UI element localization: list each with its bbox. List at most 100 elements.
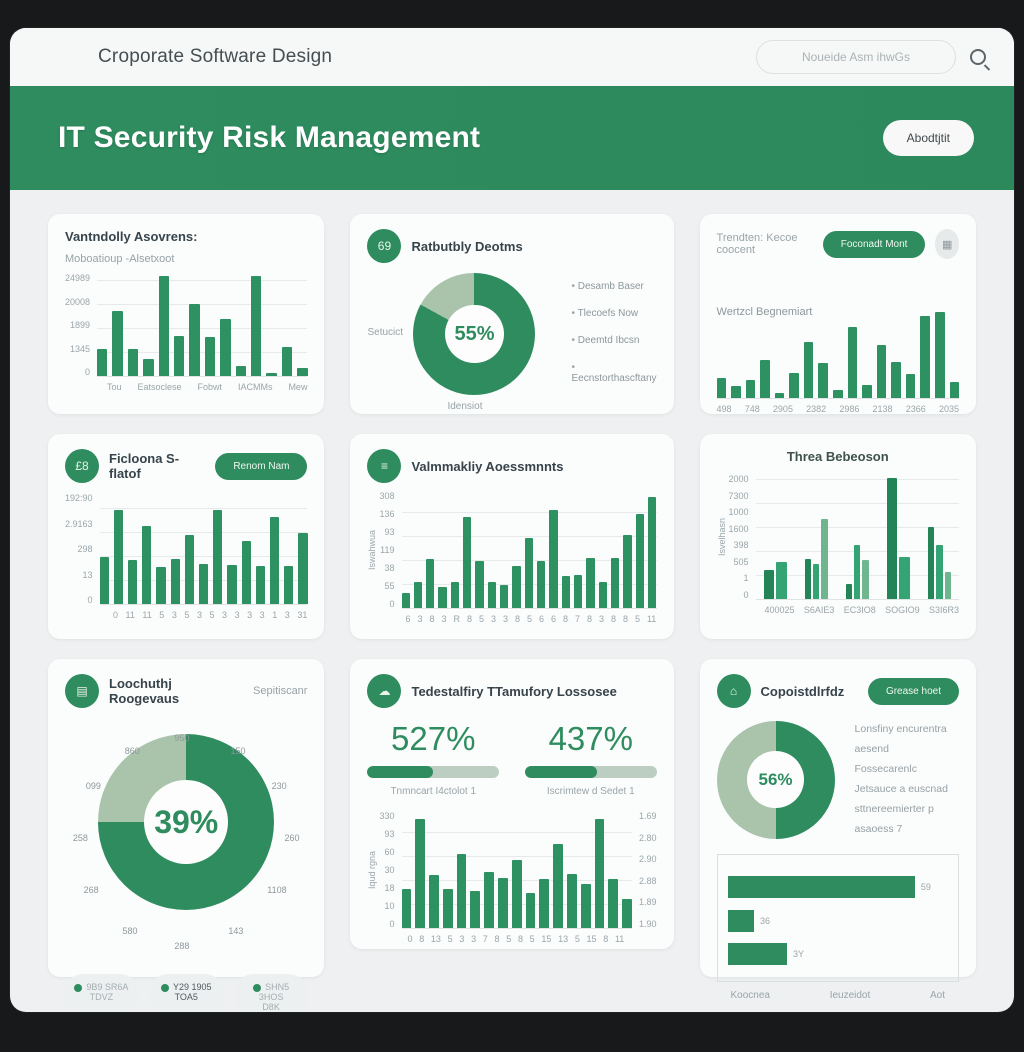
label: 2382: [806, 404, 827, 414]
x-axis-labels: Koocnea Ieuzeidot Aot: [717, 990, 959, 1001]
label: 30: [384, 865, 395, 875]
plot-area: [97, 273, 308, 377]
label: 3: [222, 610, 228, 620]
label: 20008: [65, 296, 91, 307]
label: 3: [502, 614, 508, 624]
header-action-button[interactable]: Abodtjtit: [882, 120, 974, 156]
briefcase-icon: ▤: [65, 674, 99, 708]
summary-notes: Lonsfiny encurentra aesend Fossecarenlc Je…: [855, 720, 959, 840]
label: 0: [87, 595, 93, 605]
label: R: [453, 614, 460, 624]
bar: [213, 509, 223, 604]
bar-group: [927, 474, 951, 599]
bar: [862, 560, 869, 599]
bar: [608, 878, 619, 928]
bar: [622, 898, 633, 928]
y-axis-ticks: 308 136 93 119 38 55 0: [379, 491, 401, 609]
bar: [112, 311, 123, 376]
forecast-button[interactable]: Foconadt Mont: [822, 230, 926, 258]
bar-group: [763, 474, 787, 599]
label: 38: [384, 563, 395, 573]
label: 7300: [728, 490, 749, 501]
hbar-row: 59: [727, 876, 948, 899]
legend-pill[interactable]: SHN5 3HOS D8K: [234, 974, 308, 1012]
ring-label: 260: [284, 832, 300, 843]
stat-blocks: 527% Tnmncart I4ctolot 1 437% Iscrimtew …: [367, 720, 657, 797]
bar-group: [804, 474, 828, 599]
label: Eecnstorthascftany: [571, 362, 656, 384]
label: 31: [297, 610, 308, 620]
bar-chart: 192:90 2.9163 298 13 0: [65, 493, 308, 605]
bar: [281, 347, 293, 376]
card-threat-breakdown: Threa Bebeoson Isvelhasn 2000 7300 1000 160…: [699, 434, 976, 639]
donut-legend: Desamb Baser Tlecoefs Now Deemtd Ibcsn Eecn…: [571, 281, 656, 395]
card-compliance-donut: 69 Ratbutbly Deotms 55% Setucict Idensio…: [350, 214, 674, 414]
label: 0: [113, 610, 119, 620]
page-header: IT Security Risk Management Abodtjtit: [10, 86, 1014, 190]
search-input[interactable]: Noueide Asm ihwGs: [756, 40, 956, 74]
label: 8: [562, 614, 568, 624]
stat-block: 437% Iscrimtew d Sedet 1: [525, 720, 657, 797]
label: 3: [284, 610, 290, 620]
label: 5: [526, 614, 532, 624]
donut-left-label: Setucict: [367, 327, 404, 338]
pill-line2: TDVZ: [89, 992, 114, 1002]
label: 11: [125, 610, 135, 620]
label: 505: [733, 556, 749, 567]
ring-label: 143: [228, 925, 244, 936]
card-incident-status: £8 Ficloona S-flatof Renom Nam 192:90 2.9…: [48, 434, 325, 639]
legend-pill[interactable]: 9B9 SR6A TDVZ: [65, 974, 138, 1012]
progress-fill: [367, 766, 434, 778]
ring-label: 950: [174, 733, 190, 744]
label: 192:90: [65, 493, 93, 503]
pill-line1: Y29 1905: [172, 982, 212, 992]
bar: [813, 564, 820, 599]
bar: [438, 586, 447, 608]
list-icon: ≡: [367, 449, 402, 483]
search-icon[interactable]: [970, 49, 986, 65]
bar: [949, 381, 960, 398]
bar-chart: [716, 307, 960, 399]
label: 5: [634, 614, 640, 624]
cloud-icon: ☁: [367, 674, 402, 708]
bar-chart: Iswahwua 308 136 93 119 38 55 0: [367, 491, 657, 609]
donut-center-value: 39%: [143, 779, 229, 865]
bar: [284, 566, 294, 604]
calendar-icon[interactable]: ▦: [935, 229, 959, 259]
bar-value-label: 59: [920, 882, 931, 893]
donut-wrap: 55% Setucict Idensiot: [367, 273, 536, 412]
bar: [934, 311, 945, 398]
bar-chart: Iqud rgna 330 93 60 30 18 10 0 1.69 2.80 2.90 2.8…: [367, 811, 657, 929]
label: Lonsfiny encurentra aesend: [854, 723, 947, 755]
card-header: ▤ Loochuthj Roogevaus Sepitiscanr: [65, 674, 307, 708]
currency-icon: £8: [65, 449, 99, 483]
card-subtitle: Moboatioup -Alsetxoot: [65, 253, 175, 265]
bar: [401, 592, 410, 608]
bar: [905, 374, 916, 398]
label: 400025: [764, 605, 795, 615]
renew-button[interactable]: Renom Nam: [215, 452, 308, 480]
series-label: Wertzcl Begnemiart: [716, 306, 813, 318]
bar: [113, 509, 123, 604]
bar: [184, 535, 194, 604]
label: Mew: [288, 382, 308, 392]
bar: [727, 876, 915, 899]
bar: [727, 909, 754, 932]
x-axis-labels: 400025 S6AIE3 EC3IO8 SOGIO9 S3I6R3: [717, 605, 959, 615]
label: S3I6R3: [928, 605, 959, 615]
donut-center-value: 56%: [747, 751, 804, 809]
label: 3: [441, 614, 447, 624]
label: 5: [529, 934, 535, 944]
donut-center-value: 55%: [445, 304, 504, 364]
bar: [876, 345, 887, 398]
legend-pill[interactable]: Y29 1905 TOA5: [149, 974, 223, 1012]
bar: [156, 567, 166, 604]
card-title: Threa Bebeoson: [786, 449, 889, 464]
card-title: Tedestalfiry TTamufory Lossosee: [411, 683, 617, 699]
card-treasury-losses: ☁ Tedestalfiry TTamufory Lossosee 527% T…: [350, 659, 674, 949]
ring-label: 1108: [267, 884, 287, 895]
label: 60: [384, 847, 395, 857]
page-title: IT Security Risk Management: [58, 121, 481, 154]
label: 8: [586, 614, 592, 624]
create-report-button[interactable]: Grease hoet: [867, 677, 959, 705]
